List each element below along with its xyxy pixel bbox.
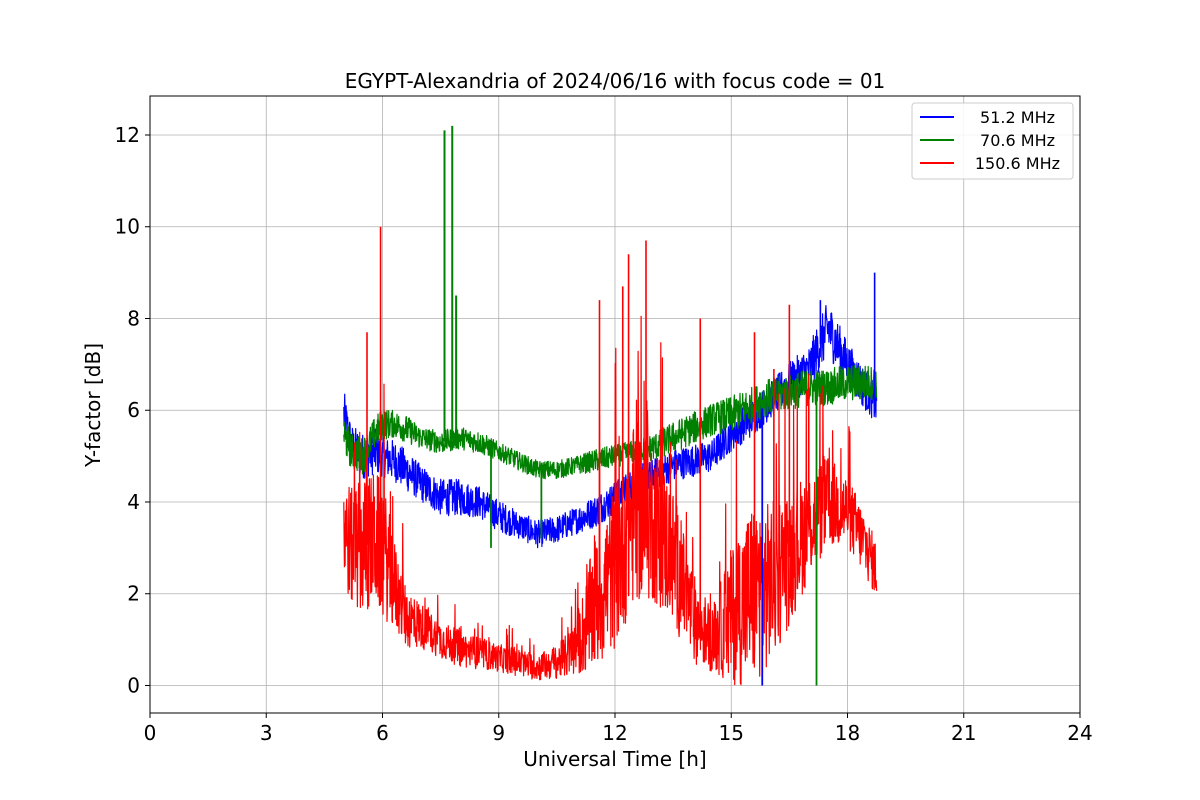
y-tick-label: 8 (127, 306, 140, 330)
y-tick-label: 10 (115, 215, 140, 239)
legend-label-150-6: 150.6 MHz (975, 154, 1060, 173)
x-tick-group: 0 3 6 9 12 15 18 21 24 (144, 713, 1093, 745)
x-tick-label: 15 (719, 721, 744, 745)
legend-label-51-2: 51.2 MHz (980, 108, 1055, 127)
y-tick-label: 2 (127, 582, 140, 606)
x-tick-label: 3 (260, 721, 273, 745)
x-axis-label: Universal Time [h] (523, 747, 706, 771)
legend-box (911, 102, 1074, 180)
x-tick-label: 24 (1067, 721, 1092, 745)
legend-label-70-6: 70.6 MHz (980, 131, 1055, 150)
y-tick-label: 4 (127, 490, 140, 514)
legend: 51.2 MHz 70.6 MHz 150.6 MHz (911, 102, 1074, 180)
x-tick-label: 6 (376, 721, 389, 745)
y-axis-label: Y-factor [dB] (81, 343, 105, 468)
series-line-150-6 (343, 315, 878, 686)
chart-title: EGYPT-Alexandria of 2024/06/16 with focu… (345, 69, 886, 93)
y-tick-label: 6 (127, 398, 140, 422)
y-tick-group: 0 2 4 6 8 10 12 (115, 123, 150, 697)
y-tick-label: 12 (115, 123, 140, 147)
y-tick-label: 0 (127, 673, 140, 697)
x-tick-label: 12 (602, 721, 627, 745)
x-tick-label: 0 (144, 721, 157, 745)
x-tick-label: 18 (835, 721, 860, 745)
plot-series (343, 125, 878, 686)
x-tick-label: 9 (492, 721, 505, 745)
x-tick-label: 21 (951, 721, 976, 745)
series-line-70-6 (343, 364, 878, 480)
